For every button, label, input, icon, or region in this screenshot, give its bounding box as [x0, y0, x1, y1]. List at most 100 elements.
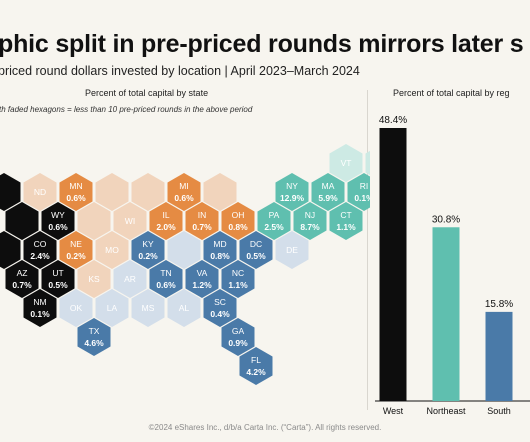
copyright-footer: ©2024 eShares Inc., d/b/a Carta Inc. (“C…	[148, 423, 382, 432]
state-hex-mn: MN 0.6%	[59, 173, 93, 211]
hex-shape	[41, 202, 75, 240]
state-hex	[203, 173, 237, 211]
state-hex-de: DE	[275, 231, 309, 269]
region-bar-chart: 48.4% West 30.8% Northeast 15.8% South	[375, 115, 530, 416]
state-hex-mi: MI 0.6%	[167, 173, 201, 211]
state-code: SC	[214, 297, 226, 307]
state-value: 0.4%	[210, 309, 230, 319]
state-value: 0.6%	[174, 193, 194, 203]
state-code: TX	[89, 326, 100, 336]
hex-shape	[329, 202, 363, 240]
hex-shape	[221, 202, 255, 240]
hex-shape	[239, 231, 273, 269]
state-hex-ma: MA 5.9%	[311, 173, 345, 211]
state-code: NE	[70, 239, 82, 249]
state-code: LA	[107, 303, 118, 313]
hex-shape	[185, 202, 219, 240]
state-code: NY	[286, 181, 298, 191]
state-code: TN	[160, 268, 171, 278]
state-code: MD	[213, 239, 226, 249]
hex-shape	[365, 150, 370, 176]
bar-category-label: Northeast	[426, 406, 466, 416]
hex-shape	[275, 231, 309, 269]
state-hex-co: CO 2.4%	[23, 231, 57, 269]
state-value: 2.4%	[30, 251, 50, 261]
state-value: 0.5%	[246, 251, 266, 261]
state-hex-fl: FL 4.2%	[239, 347, 273, 385]
hex-shape	[311, 173, 345, 211]
hex-shape	[5, 202, 39, 240]
state-value: 0.6%	[48, 222, 68, 232]
bar-category-label: South	[487, 406, 511, 416]
hex-shape	[95, 231, 129, 269]
state-code: VA	[197, 268, 208, 278]
bar-value-label: 15.8%	[485, 299, 513, 310]
map-heading: Percent of total capital by state	[85, 88, 209, 98]
state-hex	[131, 173, 165, 211]
state-hex-vt: VT	[329, 144, 363, 182]
state-code: MI	[179, 181, 188, 191]
state-value: 2.0%	[156, 222, 176, 232]
state-value: 1.1%	[228, 280, 248, 290]
state-code: CO	[34, 239, 47, 249]
hex-shape	[185, 260, 219, 298]
state-hex-ne: NE 0.2%	[59, 231, 93, 269]
state-hex-va: VA 1.2%	[185, 260, 219, 298]
state-hex-al: AL	[167, 289, 201, 327]
state-code: MS	[142, 303, 155, 313]
hex-shape	[131, 231, 165, 269]
state-value: 1.1%	[336, 222, 356, 232]
state-code: CT	[340, 210, 351, 220]
hex-shape	[77, 318, 111, 356]
state-code: KS	[88, 274, 100, 284]
hex-shape	[77, 202, 111, 240]
state-hex-ar: AR	[113, 260, 147, 298]
state-hex-wi: WI	[113, 202, 147, 240]
hex-shape	[23, 173, 57, 211]
state-value: 0.2%	[138, 251, 158, 261]
state-code: ND	[34, 187, 46, 197]
state-hex	[0, 173, 21, 211]
bar-chart-heading: Percent of total capital by reg	[393, 88, 510, 98]
state-hex-ct: CT 1.1%	[329, 202, 363, 240]
state-hex	[5, 202, 39, 240]
state-hex-nm: NM 0.1%	[23, 289, 57, 327]
hex-shape	[203, 289, 237, 327]
state-hex-md: MD 0.8%	[203, 231, 237, 269]
hex-shape	[257, 202, 291, 240]
hex-shape	[221, 318, 255, 356]
state-value: 8.7%	[300, 222, 320, 232]
state-hex-tx: TX 4.6%	[77, 318, 111, 356]
hex-shape	[95, 173, 129, 211]
hex-shape	[293, 202, 327, 240]
state-value: 0.5%	[48, 280, 68, 290]
hex-shape	[113, 202, 147, 240]
state-code: VT	[341, 158, 352, 168]
bar-value-label: 30.8%	[432, 214, 460, 225]
hex-shape	[221, 260, 255, 298]
hex-shape	[203, 173, 237, 211]
bar-northeast	[432, 227, 460, 401]
map-note: th faded hexagons = less than 10 pre-pri…	[0, 105, 253, 114]
state-hex-ny: NY 12.9%	[275, 173, 309, 211]
hex-shape	[149, 260, 183, 298]
state-hex	[0, 231, 21, 269]
hex-shape	[59, 173, 93, 211]
state-hex	[167, 231, 201, 269]
state-code: AZ	[17, 268, 28, 278]
state-hex-az: AZ 0.7%	[5, 260, 39, 298]
state-value: 1.2%	[192, 280, 212, 290]
state-code: UT	[52, 268, 63, 278]
hex-shape	[0, 231, 21, 269]
state-hex-pa: PA 2.5%	[257, 202, 291, 240]
state-hex	[95, 173, 129, 211]
state-code: NJ	[305, 210, 315, 220]
hex-shape	[59, 231, 93, 269]
hex-shape	[275, 173, 309, 211]
hex-shape	[203, 231, 237, 269]
hex-shape	[5, 260, 39, 298]
state-code: KY	[142, 239, 154, 249]
state-hex-ms: MS	[131, 289, 165, 327]
chart-subtitle: priced round dollars invested by locatio…	[0, 64, 360, 78]
hex-map: MEVTNHNDMN0.6%MI0.6%NY12.9%MA5.9%RI0.1%W…	[0, 144, 370, 385]
